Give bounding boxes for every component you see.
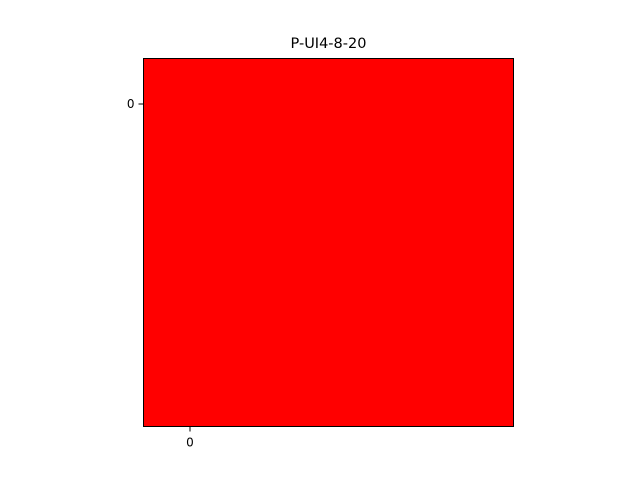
y-axis-ticks: 0 <box>127 97 144 111</box>
chart-title: P-UI4-8-20 <box>291 36 367 52</box>
y-tick-label: 0 <box>127 97 135 111</box>
plot-area <box>143 58 514 427</box>
axes-frame <box>143 58 514 427</box>
heatmap-cell <box>143 58 514 427</box>
x-tick-label: 0 <box>186 436 194 450</box>
x-axis-ticks: 0 <box>186 426 194 450</box>
